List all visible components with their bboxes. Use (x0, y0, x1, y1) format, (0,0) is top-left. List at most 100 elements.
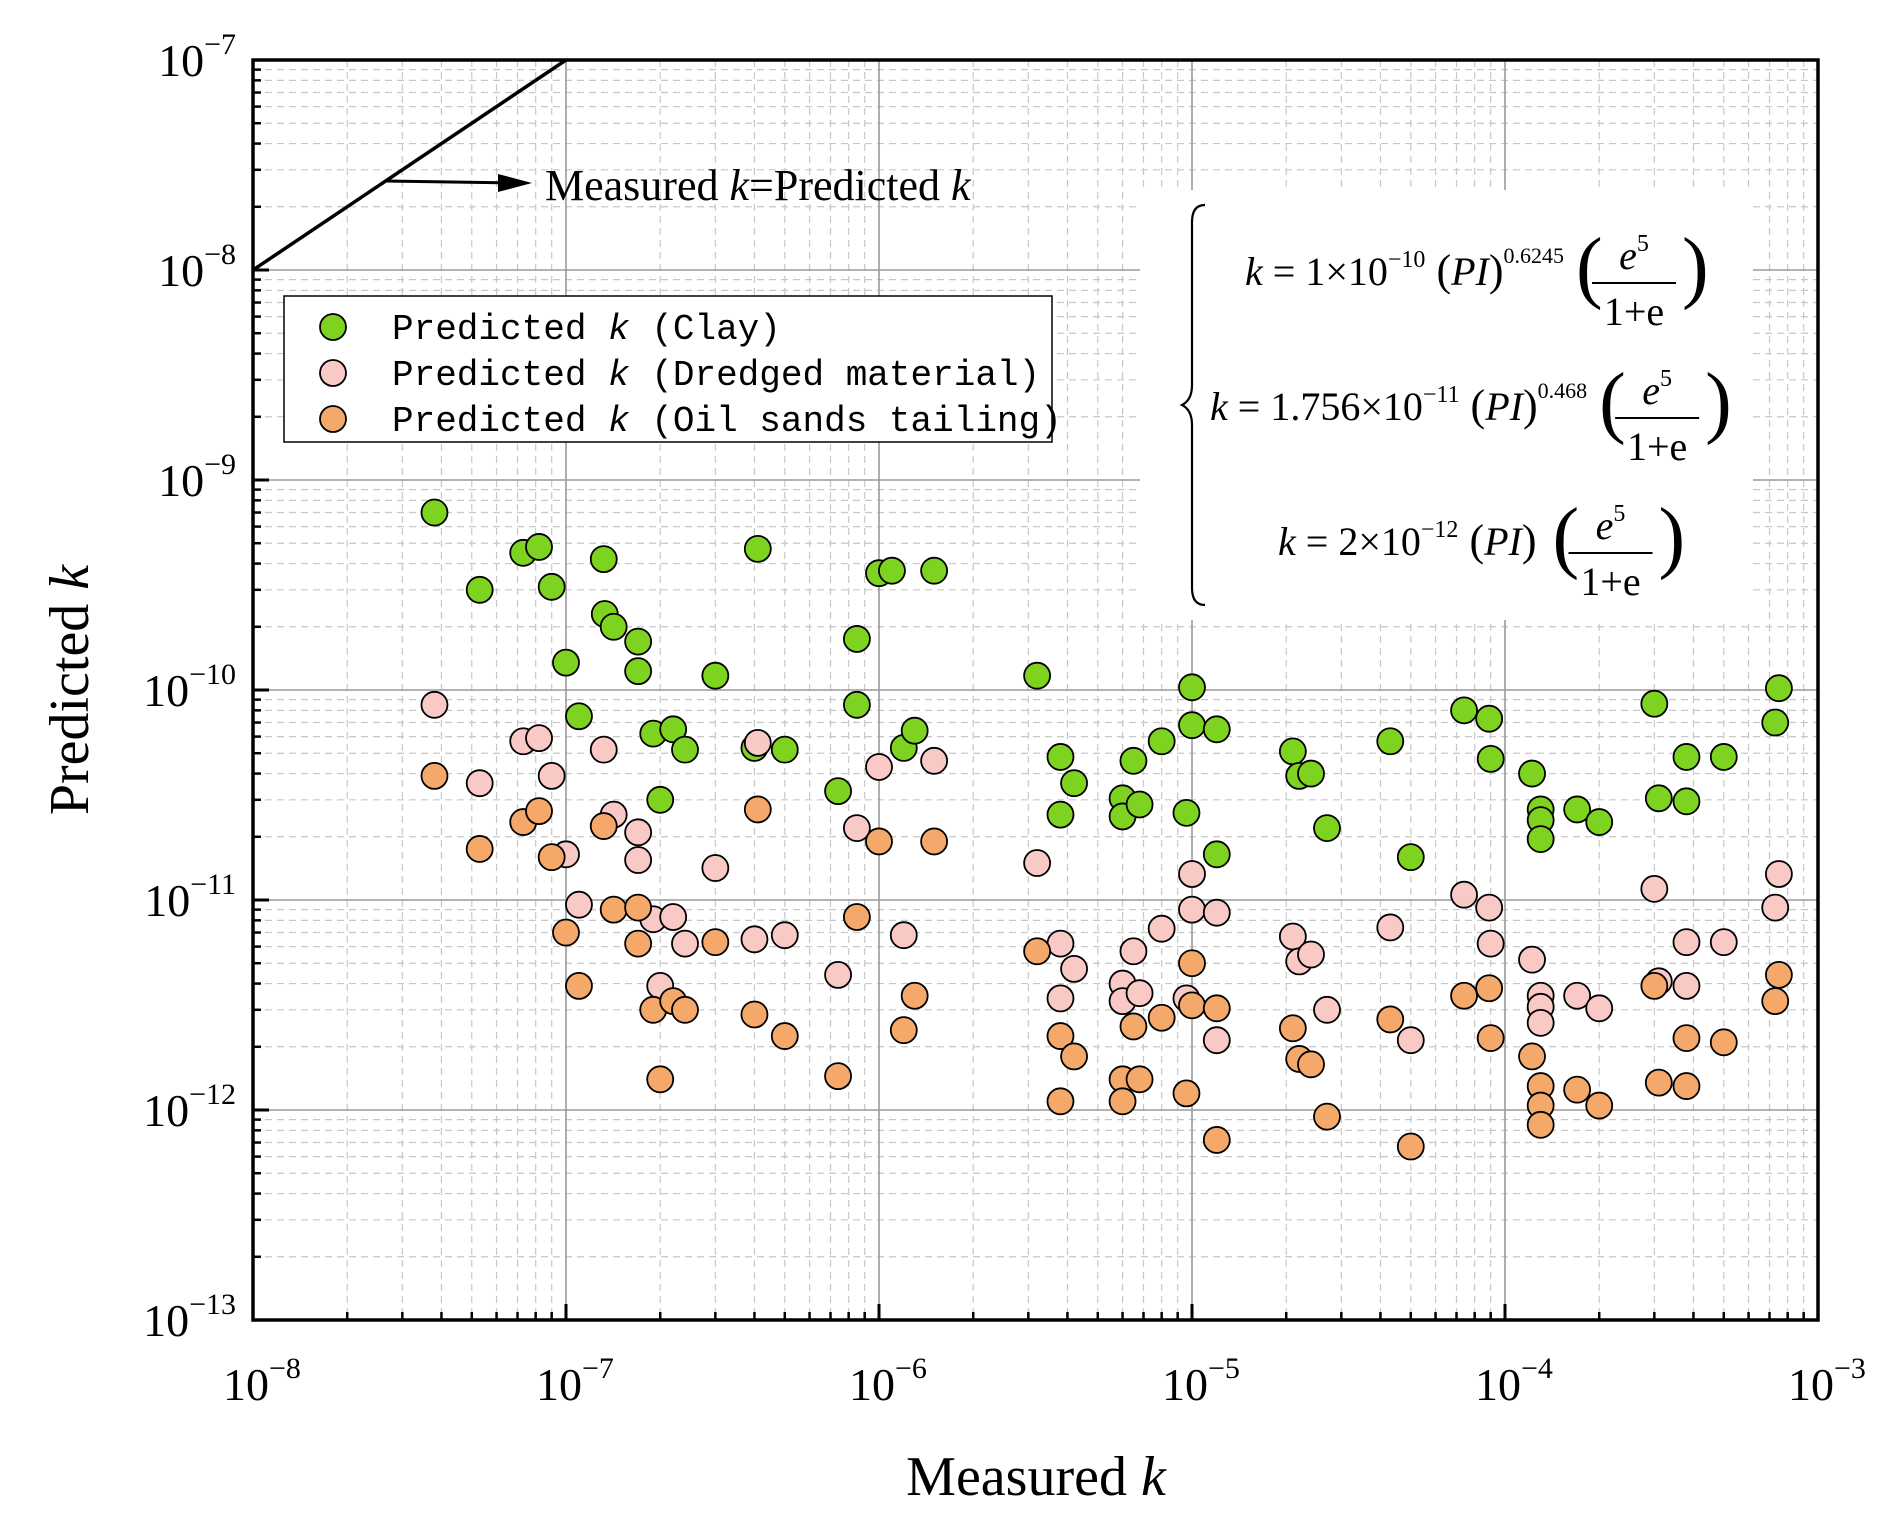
point-oil-sands (1761, 987, 1790, 1016)
equations-brace (1179, 203, 1206, 607)
point-oil-sands (1376, 1005, 1405, 1034)
point-clay (920, 556, 949, 585)
point-clay (1376, 727, 1405, 756)
point-clay (599, 612, 628, 641)
axis-ticks (251, 58, 1820, 1322)
y-axis-title: Predicted k (39, 564, 101, 815)
y-tick-label: 10−7 (158, 28, 236, 86)
point-dredged (420, 690, 449, 719)
point-oil-sands (1764, 960, 1793, 989)
point-oil-sands (1476, 1024, 1505, 1052)
point-clay (646, 785, 675, 814)
point-dredged (1761, 893, 1790, 922)
point-dredged (525, 724, 553, 753)
point-oil-sands (743, 795, 772, 824)
point-clay (1475, 704, 1504, 733)
point-dredged (920, 746, 949, 775)
point-dredged (1396, 1026, 1425, 1055)
point-oil-sands (1108, 1087, 1137, 1116)
point-clay (1640, 689, 1669, 718)
point-oil-sands (624, 929, 653, 958)
point-clay (1023, 661, 1052, 690)
point-clay (1060, 769, 1088, 798)
point-oil-sands (599, 895, 628, 924)
equation-close-paren: ) (1682, 223, 1709, 311)
point-dredged (1475, 893, 1504, 922)
x-tick-label: 10−8 (223, 1352, 301, 1410)
tick-labels: 10−8 10−7 10−6 10−5 10−4 10−3 10−13 10−12 10−11 1… (143, 28, 1866, 1410)
point-clay (1202, 715, 1231, 744)
point-dredged (1202, 898, 1231, 927)
point-oil-sands (1125, 1065, 1154, 1094)
point-oil-sands (1119, 1012, 1148, 1041)
reference-arrow-head (498, 174, 532, 192)
equations-box (1140, 190, 1753, 620)
point-clay (1125, 790, 1154, 819)
point-oil-sands (1172, 1079, 1201, 1108)
point-clay (1297, 759, 1325, 788)
point-clay (537, 572, 566, 601)
x-axis-title: Measured k (906, 1446, 1167, 1508)
point-clay (878, 556, 906, 585)
point-oil-sands (1060, 1042, 1088, 1071)
point-dredged (1450, 880, 1478, 909)
equation-close-paren: ) (1659, 493, 1686, 581)
point-clay (1278, 737, 1307, 766)
point-oil-sands (1202, 1126, 1231, 1154)
point-clay (1396, 843, 1425, 872)
point-dredged (1046, 984, 1075, 1013)
point-oil-sands (1278, 1014, 1307, 1043)
point-clay (1644, 784, 1673, 813)
point-dredged (701, 854, 730, 882)
point-clay (1709, 743, 1738, 771)
point-dredged (565, 890, 593, 919)
equation-denominator: 1+e (1604, 289, 1664, 334)
point-dredged (624, 818, 653, 847)
point-oil-sands (1023, 937, 1052, 966)
point-clay (1476, 744, 1505, 773)
point-oil-sands (465, 835, 494, 863)
point-oil-sands (1313, 1102, 1341, 1131)
data-points (420, 498, 1793, 1161)
point-dredged (589, 735, 618, 764)
legend-marker (319, 405, 347, 433)
point-clay (843, 690, 871, 719)
equation-numerator: e5 (1642, 366, 1672, 413)
point-clay (1313, 814, 1341, 842)
point-clay (552, 648, 580, 677)
point-dredged (824, 960, 852, 989)
equation-open-paren: ( (1599, 358, 1626, 446)
y-tick-label: 10−13 (143, 1288, 236, 1346)
point-dredged (770, 921, 799, 950)
point-clay (624, 627, 653, 656)
point-clay (1147, 727, 1176, 756)
legend-frame (283, 295, 1053, 443)
point-clay (1761, 708, 1790, 737)
equation-main: k = 1×10−10 (PI)0.6245 (1245, 243, 1564, 295)
point-dredged (1672, 971, 1701, 1000)
x-tick-label: 10−3 (1788, 1352, 1866, 1410)
legend-marker (319, 359, 347, 387)
point-oil-sands (1202, 994, 1231, 1023)
point-oil-sands (1147, 1003, 1176, 1032)
point-dredged (740, 925, 769, 954)
legend-marker (319, 313, 347, 341)
equation-main: k = 2×10−12 (PI) (1278, 516, 1537, 565)
point-dredged (537, 761, 566, 790)
point-clay (1764, 674, 1793, 703)
x-tick-label: 10−7 (536, 1352, 614, 1410)
equation-denominator: 1+e (1627, 424, 1687, 469)
point-clay (1585, 808, 1614, 836)
point-dredged (659, 903, 688, 931)
point-oil-sands (1178, 949, 1206, 978)
point-clay (843, 625, 871, 653)
point-oil-sands (565, 971, 593, 1000)
equation-numerator: e5 (1619, 231, 1649, 278)
y-tick-label: 10−9 (158, 448, 236, 506)
point-oil-sands (1450, 981, 1478, 1010)
equation-denominator: 1+e (1580, 559, 1640, 604)
point-clay (671, 735, 699, 764)
point-oil-sands (1046, 1022, 1075, 1050)
point-oil-sands (740, 1000, 769, 1029)
